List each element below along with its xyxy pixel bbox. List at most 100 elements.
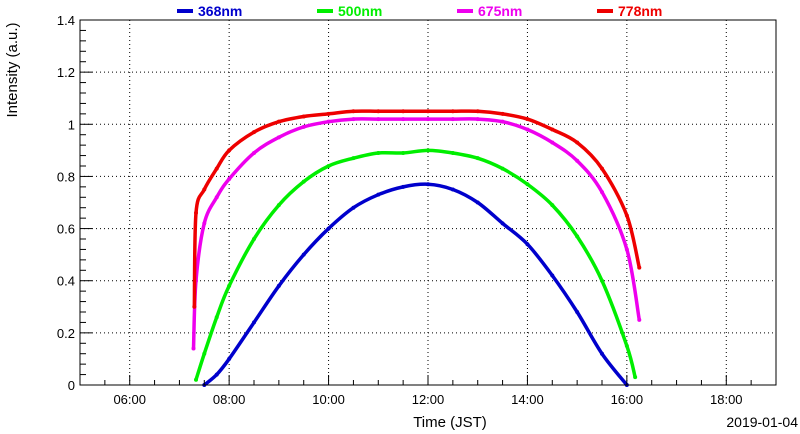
series-layer xyxy=(191,109,642,387)
data-point xyxy=(401,117,406,122)
data-point xyxy=(376,117,381,122)
ticks: 06:00 08:00 10:00 12:00 14:00 16:00 18:00 0 0.2 0… xyxy=(57,13,777,407)
series-line xyxy=(192,109,642,309)
series-368nm xyxy=(202,182,629,387)
data-point xyxy=(401,109,406,114)
legend: 368nm 500nm 675nm 778nm xyxy=(177,3,662,19)
data-point xyxy=(475,200,480,205)
y-tick-label: 0 xyxy=(68,378,75,393)
data-point xyxy=(376,109,381,114)
data-point xyxy=(227,148,232,153)
data-point xyxy=(525,242,530,247)
data-point xyxy=(194,210,198,215)
x-tick-label: 08:00 xyxy=(213,392,246,407)
data-point xyxy=(202,187,207,192)
data-point xyxy=(326,226,331,231)
data-point xyxy=(550,203,555,208)
y-axis-title: Intensity (a.u.) xyxy=(4,22,21,117)
data-point xyxy=(500,119,505,124)
data-point xyxy=(624,213,629,218)
x-axis-title: Time (JST) xyxy=(413,414,487,431)
grid xyxy=(80,20,776,385)
data-point xyxy=(351,109,356,114)
data-point xyxy=(301,114,306,119)
data-point xyxy=(426,117,430,122)
legend-label: 500nm xyxy=(338,3,382,19)
data-point xyxy=(194,377,198,382)
data-point xyxy=(575,234,580,239)
data-point xyxy=(301,252,306,257)
data-point xyxy=(525,117,530,122)
data-point xyxy=(575,310,580,314)
data-point xyxy=(550,127,555,132)
legend-label: 675nm xyxy=(478,3,522,19)
y-tick-label: 0.8 xyxy=(57,169,75,184)
data-point xyxy=(376,150,381,155)
x-tick-label: 06:00 xyxy=(113,392,146,407)
data-point xyxy=(276,283,281,288)
data-point xyxy=(301,124,306,129)
data-point xyxy=(450,150,455,155)
data-point xyxy=(326,111,331,116)
data-point xyxy=(624,343,629,348)
data-point xyxy=(276,119,281,124)
data-point xyxy=(202,351,207,356)
data-point xyxy=(214,372,219,377)
data-point xyxy=(475,109,480,114)
y-tick-label: 0.6 xyxy=(57,222,75,237)
data-point xyxy=(351,117,356,122)
data-point xyxy=(575,140,580,145)
data-point xyxy=(276,203,281,208)
data-point xyxy=(426,109,430,114)
x-tick-label: 16:00 xyxy=(611,392,644,407)
data-point xyxy=(624,247,629,252)
data-point xyxy=(192,304,197,309)
data-point xyxy=(600,351,604,356)
data-point xyxy=(426,148,430,153)
data-point xyxy=(351,205,356,210)
series-line xyxy=(191,117,642,351)
y-tick-label: 1.2 xyxy=(57,65,75,80)
data-point xyxy=(376,192,381,197)
data-point xyxy=(600,278,604,283)
data-point xyxy=(426,182,430,187)
data-point xyxy=(301,179,306,184)
data-point xyxy=(450,109,455,114)
x-tick-label: 14:00 xyxy=(511,392,544,407)
data-point xyxy=(600,190,604,195)
data-point xyxy=(227,283,232,288)
legend-label: 368nm xyxy=(198,3,242,19)
data-point xyxy=(326,164,331,168)
x-tick-label: 10:00 xyxy=(312,392,345,407)
data-point xyxy=(450,187,455,192)
data-point xyxy=(500,221,505,226)
legend-label: 778nm xyxy=(618,3,662,19)
data-point xyxy=(276,135,281,140)
y-tick-label: 0.2 xyxy=(57,326,75,341)
data-point xyxy=(401,150,406,155)
data-point xyxy=(600,166,604,171)
data-point xyxy=(191,346,196,351)
data-point xyxy=(326,119,331,124)
data-point xyxy=(633,375,638,380)
data-point xyxy=(252,130,256,135)
y-tick-label: 1 xyxy=(68,117,75,132)
data-point xyxy=(525,127,530,132)
date-label: 2019-01-04 xyxy=(726,414,798,430)
data-point xyxy=(252,237,256,241)
data-point xyxy=(475,117,480,122)
data-point xyxy=(637,265,642,270)
data-point xyxy=(214,166,219,171)
data-point xyxy=(500,111,505,116)
data-point xyxy=(450,117,455,122)
data-point xyxy=(351,156,356,161)
data-point xyxy=(525,182,530,187)
data-point xyxy=(550,273,555,278)
data-point xyxy=(401,184,406,189)
data-point xyxy=(227,356,232,361)
data-point xyxy=(252,320,256,325)
data-point xyxy=(214,195,219,200)
